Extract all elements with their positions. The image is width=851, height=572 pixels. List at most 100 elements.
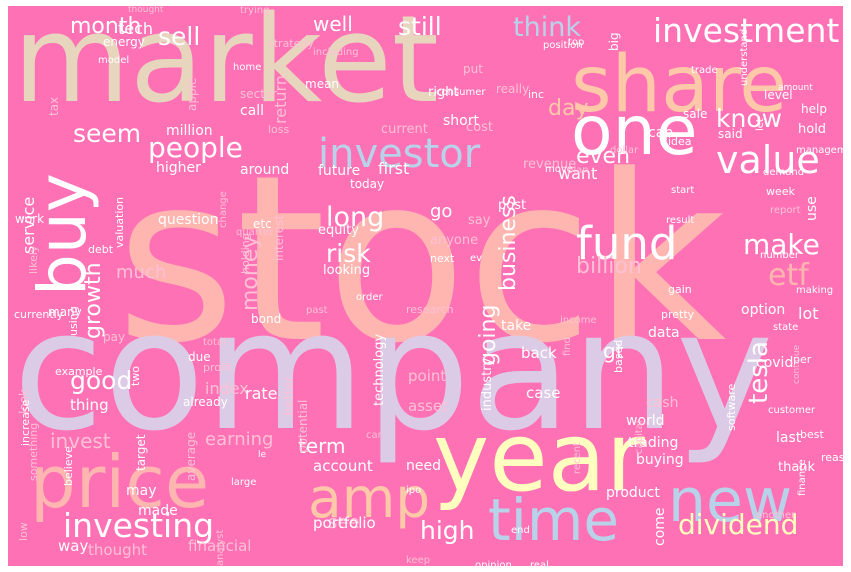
cloud-word: price [30, 440, 210, 524]
cloud-word: ipo [406, 485, 422, 496]
cloud-word: many [48, 305, 82, 319]
cloud-word: already [183, 395, 228, 409]
cloud-word: see [328, 512, 360, 533]
cloud-word: move [545, 164, 573, 175]
cloud-word: new [668, 466, 793, 536]
cloud-word: asset [408, 397, 448, 415]
cloud-word: work [15, 212, 45, 226]
cloud-word: need [406, 458, 441, 474]
cloud-word: analyst [215, 529, 226, 566]
cloud-word: based [612, 339, 625, 373]
cloud-word: capital [634, 420, 645, 454]
cloud-word: big [607, 32, 621, 51]
cloud-word: strategy [268, 37, 314, 50]
cloud-word: model [98, 55, 130, 66]
wordcloud-canvas: stock company market year share price one new ti… [8, 6, 843, 566]
cloud-word: keep [406, 555, 431, 566]
cloud-word: first [378, 159, 410, 178]
cloud-word: gain [668, 283, 692, 296]
cloud-word: come [652, 507, 668, 546]
cloud-word: including [313, 47, 359, 58]
cloud-word: plan [567, 165, 589, 176]
cloud-word: making [796, 285, 834, 296]
cloud-word: currently [14, 308, 64, 321]
cloud-word: sector [240, 87, 278, 101]
cloud-word: revenue [523, 157, 577, 172]
cloud-word: long [326, 202, 385, 233]
cloud-word: high [420, 516, 475, 545]
cloud-word: make [743, 228, 820, 261]
cloud-word: fund [576, 217, 678, 270]
cloud-word: well [313, 12, 353, 36]
cloud-word: amount [778, 83, 813, 93]
cloud-word: profit [203, 361, 233, 374]
cloud-word: rate [245, 384, 278, 403]
cloud-word: interest [272, 214, 286, 261]
cloud-word: sell [158, 22, 201, 51]
cloud-word: large [231, 477, 257, 488]
cloud-word: average [184, 431, 198, 481]
cloud-word: bond [251, 312, 282, 326]
cloud-word: way [58, 537, 89, 555]
cloud-word: number [760, 250, 800, 261]
cloud-word: help [801, 102, 827, 116]
cloud-word: investment [653, 11, 840, 50]
cloud-word: industry [480, 357, 495, 411]
cloud-word: million [166, 123, 213, 139]
cloud-word: sale [683, 107, 708, 121]
cloud-word: cash [646, 395, 679, 411]
cloud-word: car [366, 430, 382, 441]
cloud-word: looking [323, 263, 371, 278]
cloud-word: etf [768, 258, 809, 293]
cloud-word: growth [81, 262, 106, 339]
cloud-word: trading [628, 435, 679, 451]
cloud-word: post [498, 198, 527, 213]
cloud-word: research [406, 303, 454, 316]
cloud-word: change [218, 191, 229, 228]
cloud-word: demand [763, 167, 805, 178]
cloud-word: another [756, 510, 796, 521]
cloud-word: ev [470, 253, 483, 264]
cloud-word: current [381, 122, 428, 137]
cloud-word: opinion [475, 560, 512, 567]
cloud-word: data [648, 325, 680, 341]
cloud-word: short [443, 113, 479, 129]
cloud-word: company [13, 275, 774, 467]
cloud-word: holding [239, 233, 252, 274]
cloud-word: may [126, 483, 157, 499]
cloud-word: order [356, 292, 383, 303]
cloud-word: investing [63, 506, 215, 545]
cloud-word: anyone [430, 233, 479, 248]
cloud-word: report [770, 205, 801, 216]
cloud-word: software [725, 383, 738, 431]
cloud-word: market [13, 6, 439, 130]
cloud-word: equity [318, 223, 359, 238]
cloud-word: potential [296, 399, 310, 453]
cloud-word: using [67, 306, 80, 336]
cloud-word: world [626, 413, 665, 429]
cloud-word: want [558, 164, 598, 183]
cloud-word: go [430, 201, 453, 222]
cloud-word: buying [636, 452, 684, 468]
cloud-word: energy [103, 35, 145, 49]
cloud-word: stock [116, 127, 727, 394]
cloud-word: lot [798, 304, 819, 323]
cloud-word: today [350, 177, 385, 191]
cloud-word: people [148, 131, 243, 164]
cloud-word: amp [308, 466, 431, 530]
cloud-word: said [718, 127, 743, 141]
cloud-word: covid [756, 355, 794, 371]
cloud-word: term [298, 434, 346, 458]
cloud-word: much [116, 262, 167, 283]
cloud-word: finance [797, 459, 808, 496]
cloud-word: thank [778, 460, 816, 475]
cloud-word: per [793, 353, 812, 366]
cloud-word: loss [268, 123, 290, 136]
cloud-word: say [468, 213, 491, 228]
cloud-word: tesla [744, 341, 774, 404]
cloud-word: trade [691, 65, 718, 76]
cloud-word: invest [50, 429, 111, 453]
cloud-word: find [562, 337, 573, 356]
cloud-word: technology [372, 333, 387, 406]
cloud-word: product [606, 485, 660, 501]
